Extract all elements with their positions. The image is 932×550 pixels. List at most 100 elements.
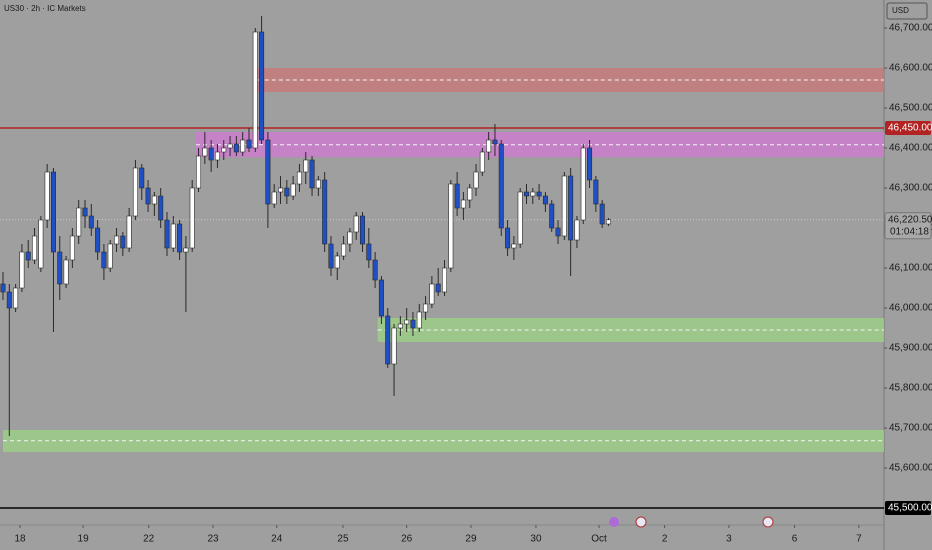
candle-body bbox=[278, 187, 284, 193]
x-tick-label: 7 bbox=[856, 534, 862, 545]
candle-body bbox=[95, 227, 101, 253]
candle-body bbox=[492, 139, 498, 145]
y-tick-label: 45,700.00 bbox=[889, 423, 932, 434]
candle-body bbox=[107, 243, 113, 269]
candle-body bbox=[599, 203, 605, 225]
candle-body bbox=[44, 171, 50, 221]
level-label: 46,450.00 bbox=[888, 123, 932, 134]
candle-body bbox=[593, 179, 599, 205]
candle-body bbox=[322, 179, 328, 245]
candle-body bbox=[284, 187, 290, 197]
candle-body bbox=[530, 191, 536, 197]
currency-box[interactable] bbox=[886, 2, 928, 20]
candle-body bbox=[202, 147, 208, 157]
candle-body bbox=[341, 243, 347, 257]
candle-body bbox=[479, 151, 485, 173]
candle-body bbox=[246, 139, 252, 149]
candle-body bbox=[227, 143, 233, 149]
candle-body bbox=[555, 227, 561, 237]
candle-body bbox=[233, 143, 239, 153]
candle-body bbox=[63, 259, 69, 285]
candle-body bbox=[410, 319, 416, 329]
candle-body bbox=[460, 199, 466, 209]
candle-body bbox=[505, 227, 511, 249]
candle-body bbox=[397, 323, 403, 329]
candle-body bbox=[38, 219, 44, 269]
candle-body bbox=[214, 151, 220, 161]
candle-body bbox=[473, 171, 479, 189]
candle-body bbox=[50, 171, 56, 253]
y-tick-label: 46,600.00 bbox=[889, 63, 932, 74]
candle-body bbox=[568, 175, 574, 241]
candle-body bbox=[353, 215, 359, 233]
candle-body bbox=[177, 223, 183, 253]
candle-body bbox=[57, 251, 63, 285]
y-tick-label: 45,800.00 bbox=[889, 383, 932, 394]
last-price-label: 46,220.50 bbox=[888, 214, 932, 225]
candle-body bbox=[416, 311, 422, 329]
candle-body bbox=[0, 283, 6, 293]
candle-body bbox=[183, 247, 189, 253]
candle-body bbox=[170, 223, 176, 249]
candle-body bbox=[486, 139, 492, 153]
candle-body bbox=[25, 251, 31, 261]
y-tick-label: 46,400.00 bbox=[889, 143, 932, 154]
x-tick-label: 2 bbox=[662, 534, 668, 545]
candle-body bbox=[334, 255, 340, 269]
x-tick-label: 3 bbox=[726, 534, 732, 545]
candle-body bbox=[265, 139, 271, 205]
countdown: 01:04:18 bbox=[890, 226, 929, 237]
candle-body bbox=[517, 191, 523, 245]
x-tick-label: 30 bbox=[530, 534, 542, 545]
candle-body bbox=[196, 155, 202, 189]
y-tick-label: 46,000.00 bbox=[889, 303, 932, 314]
y-tick-label: 45,900.00 bbox=[889, 343, 932, 354]
candle-body bbox=[32, 235, 38, 261]
currency[interactable]: USD bbox=[892, 6, 909, 15]
candle-body bbox=[580, 147, 586, 221]
candle-body bbox=[76, 207, 82, 237]
candle-body bbox=[13, 287, 19, 309]
candle-body bbox=[454, 183, 460, 209]
candle-body bbox=[587, 147, 593, 181]
x-tick-label: 29 bbox=[465, 534, 477, 545]
candle-body bbox=[574, 219, 580, 241]
candle-body bbox=[523, 191, 529, 197]
candle-body bbox=[542, 195, 548, 205]
event-icons[interactable] bbox=[609, 516, 774, 528]
level-tag bbox=[885, 501, 931, 515]
candle-body bbox=[385, 315, 391, 365]
candle-body bbox=[429, 283, 435, 305]
candle-body bbox=[126, 215, 132, 249]
candle-body bbox=[435, 283, 441, 293]
candle-body bbox=[208, 147, 214, 161]
candle-body bbox=[536, 191, 542, 197]
candle-body bbox=[372, 259, 378, 281]
candle-body bbox=[132, 167, 138, 217]
candle-body bbox=[6, 291, 12, 309]
x-tick-label: 24 bbox=[271, 534, 283, 545]
candle-body bbox=[448, 183, 454, 269]
candle-body bbox=[549, 203, 555, 229]
candle-body bbox=[366, 243, 372, 261]
candle-body bbox=[511, 243, 517, 249]
candle-body bbox=[151, 195, 157, 205]
candle-body bbox=[309, 159, 315, 189]
candle-body bbox=[347, 231, 353, 245]
y-tick-label: 46,300.00 bbox=[889, 183, 932, 194]
candle-body bbox=[145, 187, 151, 205]
candle-body bbox=[139, 167, 145, 189]
candle-body bbox=[290, 183, 296, 197]
candle-body bbox=[423, 303, 429, 313]
candle-body bbox=[221, 147, 227, 153]
candle-body bbox=[240, 139, 246, 153]
candle-body bbox=[378, 279, 384, 317]
candle-body bbox=[404, 319, 410, 325]
x-tick-label: 6 bbox=[792, 534, 798, 545]
y-tick-label: 46,500.00 bbox=[889, 103, 932, 114]
candle-body bbox=[328, 243, 334, 269]
level-tag bbox=[885, 121, 931, 135]
candle-body bbox=[561, 175, 567, 237]
